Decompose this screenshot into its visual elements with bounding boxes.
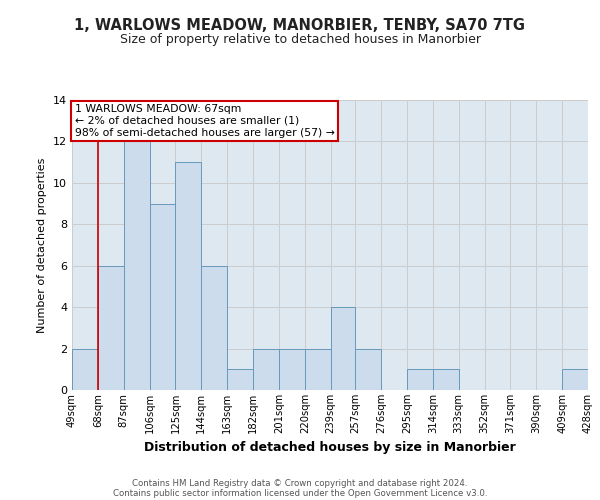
Text: Size of property relative to detached houses in Manorbier: Size of property relative to detached ho… [119,32,481,46]
Bar [355,348,381,390]
Bar [227,370,253,390]
Bar [124,142,149,390]
Bar [305,348,331,390]
Bar [72,348,98,390]
Bar [149,204,175,390]
Bar [433,370,458,390]
Bar [175,162,202,390]
Bar [253,348,279,390]
Text: 1, WARLOWS MEADOW, MANORBIER, TENBY, SA70 7TG: 1, WARLOWS MEADOW, MANORBIER, TENBY, SA7… [74,18,526,32]
Bar [202,266,227,390]
Bar [331,307,355,390]
Text: 1 WARLOWS MEADOW: 67sqm
← 2% of detached houses are smaller (1)
98% of semi-deta: 1 WARLOWS MEADOW: 67sqm ← 2% of detached… [74,104,334,138]
Y-axis label: Number of detached properties: Number of detached properties [37,158,47,332]
Bar [98,266,124,390]
Bar [562,370,588,390]
X-axis label: Distribution of detached houses by size in Manorbier: Distribution of detached houses by size … [144,442,516,454]
Text: Contains HM Land Registry data © Crown copyright and database right 2024.: Contains HM Land Registry data © Crown c… [132,478,468,488]
Bar [279,348,305,390]
Text: Contains public sector information licensed under the Open Government Licence v3: Contains public sector information licen… [113,488,487,498]
Bar [407,370,433,390]
